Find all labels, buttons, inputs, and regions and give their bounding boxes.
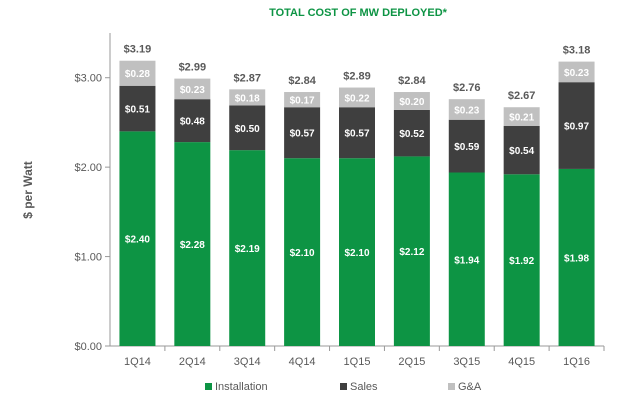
y-tick-label: $0.00 (74, 341, 102, 353)
data-label: $0.57 (290, 129, 315, 140)
data-label: $2.10 (344, 248, 369, 259)
bar-segment-g-a (119, 60, 156, 86)
data-label: $0.17 (290, 96, 315, 107)
total-label: $2.67 (508, 90, 536, 102)
bar-segment-installation (393, 156, 430, 346)
total-label: $2.84 (288, 75, 316, 87)
bar-segment-g-a (448, 99, 485, 120)
data-label: $2.40 (125, 235, 150, 246)
legend-label: G&A (458, 381, 482, 393)
data-label: $0.23 (180, 85, 205, 96)
data-label: $0.50 (235, 124, 260, 135)
data-label: $0.54 (509, 146, 534, 157)
bar-segment-g-a (558, 61, 595, 83)
legend-label: Sales (350, 381, 378, 393)
bar-segment-sales (284, 107, 321, 159)
data-label: $0.20 (399, 97, 424, 108)
data-label: $0.23 (454, 105, 479, 116)
bar-segment-g-a (284, 92, 321, 108)
legend-swatch (340, 383, 347, 390)
x-tick-label: 1Q16 (563, 356, 590, 368)
y-axis-label: $ per Watt (21, 161, 35, 219)
data-label: $0.23 (564, 68, 589, 79)
legend-label: Installation (215, 381, 268, 393)
bar-segment-g-a (339, 87, 375, 108)
data-label: $0.21 (509, 113, 534, 124)
bar-segment-sales (448, 119, 485, 173)
bar-segment-g-a (174, 78, 211, 100)
x-tick-label: 1Q14 (124, 356, 151, 368)
total-label: $3.18 (563, 45, 591, 57)
total-label: $2.89 (343, 71, 371, 83)
data-label: $0.28 (125, 69, 150, 80)
bar-segment-sales (174, 99, 211, 143)
total-label: $2.76 (453, 82, 481, 94)
bar-segment-sales (339, 107, 375, 159)
x-tick-label: 4Q14 (289, 356, 316, 368)
x-tick-label: 4Q15 (508, 356, 535, 368)
y-tick-label: $3.00 (74, 73, 102, 85)
bar-segment-installation (174, 142, 211, 346)
bar-segment-g-a (503, 107, 540, 127)
bar-segment-installation (119, 131, 156, 346)
data-label: $0.22 (344, 93, 369, 104)
data-label: $2.19 (235, 244, 260, 255)
axes: $0.00 $1.00 $2.00 $3.00 1Q14 2Q14 3Q14 4Q14 1Q15… (74, 33, 605, 368)
bar-segment-sales (558, 82, 595, 169)
bar-segment-installation (503, 174, 540, 346)
legend-swatch (205, 383, 212, 390)
x-tick-label: 3Q15 (453, 356, 480, 368)
bar-segment-installation (229, 150, 266, 346)
data-label: $1.98 (564, 253, 589, 264)
data-label: $2.12 (399, 247, 424, 258)
bar-segment-installation (558, 168, 595, 346)
bar-segment-installation (339, 158, 375, 346)
data-label: $1.94 (454, 255, 479, 266)
data-label: $0.59 (454, 142, 479, 153)
bars: $2.40 $0.51 $0.28 $3.19 $2.28 $0.48 $0.23 $2.99… (119, 44, 595, 346)
total-label: $3.19 (124, 44, 152, 56)
total-label: $2.87 (233, 72, 261, 84)
bar-segment-installation (448, 172, 485, 346)
data-label: $2.28 (180, 240, 205, 251)
bar-segment-sales (119, 85, 156, 132)
bar-segment-sales (503, 126, 540, 175)
data-label: $0.51 (125, 105, 150, 116)
x-tick-label: 2Q15 (398, 356, 425, 368)
data-label: $0.52 (399, 129, 424, 140)
total-label: $2.99 (179, 62, 207, 74)
legend-swatch (448, 383, 455, 390)
y-tick-label: $2.00 (74, 162, 102, 174)
data-label: $0.97 (564, 122, 589, 133)
bar-segment-sales (393, 109, 430, 157)
bar-segment-sales (229, 105, 266, 151)
total-label: $2.84 (398, 75, 426, 87)
data-label: $0.57 (344, 129, 369, 140)
y-tick-label: $1.00 (74, 252, 102, 264)
data-label: $0.18 (235, 93, 260, 104)
x-tick-label: 3Q14 (234, 356, 261, 368)
legend: Installation Sales G&A (205, 381, 482, 393)
data-label: $2.10 (290, 248, 315, 259)
x-tick-label: 1Q15 (344, 356, 371, 368)
bar-segment-g-a (229, 89, 266, 106)
data-label: $1.92 (509, 256, 534, 267)
bar-segment-g-a (393, 92, 430, 110)
x-tick-label: 2Q14 (179, 356, 206, 368)
chart-title: TOTAL COST OF MW DEPLOYED* (269, 7, 448, 19)
data-label: $0.48 (180, 117, 205, 128)
bar-segment-installation (284, 158, 321, 346)
